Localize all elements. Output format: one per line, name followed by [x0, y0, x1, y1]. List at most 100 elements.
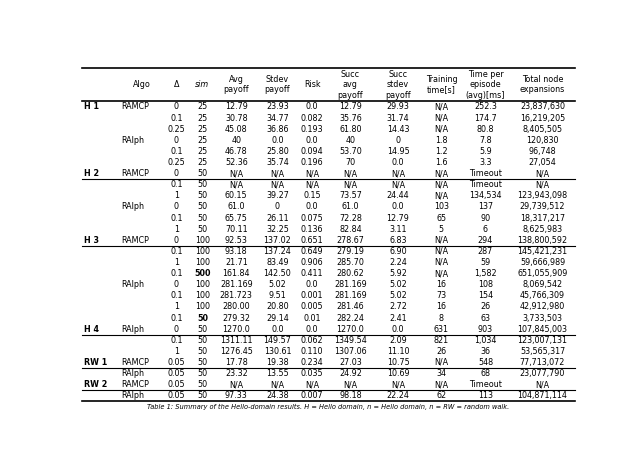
Text: 65.75: 65.75	[225, 213, 248, 223]
Text: 0.651: 0.651	[301, 236, 323, 245]
Text: H 3: H 3	[84, 236, 99, 245]
Text: 1: 1	[174, 258, 179, 267]
Text: 32.25: 32.25	[266, 225, 289, 234]
Text: H 1: H 1	[84, 102, 99, 112]
Text: 100: 100	[195, 302, 210, 312]
Text: 1,034: 1,034	[474, 336, 497, 345]
Text: 16,219,205: 16,219,205	[520, 113, 565, 123]
Text: 0.0: 0.0	[392, 202, 404, 212]
Text: RAlph: RAlph	[121, 136, 144, 145]
Text: 0.1: 0.1	[170, 213, 182, 223]
Text: 27,054: 27,054	[529, 158, 556, 167]
Text: 61.0: 61.0	[342, 202, 359, 212]
Text: 96,748: 96,748	[529, 147, 556, 156]
Text: 0.1: 0.1	[170, 313, 182, 323]
Text: 80.8: 80.8	[477, 125, 494, 134]
Text: 0: 0	[174, 136, 179, 145]
Text: 1: 1	[174, 225, 179, 234]
Text: Succ
avg
payoff: Succ avg payoff	[337, 70, 364, 100]
Text: 0.1: 0.1	[170, 336, 182, 345]
Text: 50: 50	[197, 325, 207, 334]
Text: 8,625,983: 8,625,983	[522, 225, 563, 234]
Text: 98.18: 98.18	[339, 391, 362, 400]
Text: 0: 0	[275, 202, 280, 212]
Text: 92.53: 92.53	[225, 236, 248, 245]
Text: 50: 50	[197, 369, 207, 378]
Text: Stdev
payoff: Stdev payoff	[265, 75, 291, 94]
Text: 73: 73	[436, 291, 447, 300]
Text: 60.15: 60.15	[225, 191, 248, 200]
Text: 35.76: 35.76	[339, 113, 362, 123]
Text: Timeout: Timeout	[469, 180, 502, 189]
Text: 83.49: 83.49	[266, 258, 289, 267]
Text: 5.02: 5.02	[389, 280, 407, 289]
Text: 25: 25	[197, 113, 207, 123]
Text: 0.007: 0.007	[301, 391, 323, 400]
Text: RW 1: RW 1	[84, 358, 108, 367]
Text: 0: 0	[396, 136, 401, 145]
Text: 29.14: 29.14	[266, 313, 289, 323]
Text: RAMCP: RAMCP	[121, 380, 149, 389]
Text: H 4: H 4	[84, 325, 99, 334]
Text: 10.75: 10.75	[387, 358, 410, 367]
Text: 50: 50	[197, 213, 207, 223]
Text: 0.0: 0.0	[392, 325, 404, 334]
Text: N/A: N/A	[343, 180, 358, 189]
Text: 20.80: 20.80	[266, 302, 289, 312]
Text: Training
time[s]: Training time[s]	[426, 75, 457, 94]
Text: 1307.06: 1307.06	[334, 347, 367, 356]
Text: 25: 25	[197, 136, 207, 145]
Text: RAMCP: RAMCP	[121, 236, 149, 245]
Text: 123,943,098: 123,943,098	[518, 191, 568, 200]
Text: 6.83: 6.83	[389, 236, 407, 245]
Text: N/A: N/A	[229, 169, 243, 178]
Text: 14.43: 14.43	[387, 125, 410, 134]
Text: 0.25: 0.25	[168, 125, 185, 134]
Text: 252.3: 252.3	[474, 102, 497, 112]
Text: 0.082: 0.082	[301, 113, 323, 123]
Text: 0.0: 0.0	[306, 202, 318, 212]
Text: 1311.11: 1311.11	[220, 336, 253, 345]
Text: N/A: N/A	[435, 102, 449, 112]
Text: 6: 6	[483, 225, 488, 234]
Text: RAlph: RAlph	[121, 325, 144, 334]
Text: 0: 0	[174, 202, 179, 212]
Text: 548: 548	[478, 358, 493, 367]
Text: 26: 26	[481, 302, 490, 312]
Text: 19.38: 19.38	[266, 358, 289, 367]
Text: N/A: N/A	[435, 258, 449, 267]
Text: 50: 50	[197, 313, 208, 323]
Text: 13.55: 13.55	[266, 369, 289, 378]
Text: 281.169: 281.169	[220, 280, 253, 289]
Text: 100: 100	[195, 280, 210, 289]
Text: 0: 0	[174, 102, 179, 112]
Text: 62: 62	[436, 391, 447, 400]
Text: 279.32: 279.32	[222, 313, 250, 323]
Text: 29.93: 29.93	[387, 102, 410, 112]
Text: 18,317,217: 18,317,217	[520, 213, 565, 223]
Text: N/A: N/A	[435, 269, 449, 278]
Text: Time per
episode
(avg)[ms]: Time per episode (avg)[ms]	[466, 70, 505, 100]
Text: Algo: Algo	[132, 80, 150, 89]
Text: 287: 287	[478, 247, 493, 256]
Text: 1: 1	[174, 347, 179, 356]
Text: 1.2: 1.2	[435, 147, 448, 156]
Text: 70.11: 70.11	[225, 225, 248, 234]
Text: 142.50: 142.50	[264, 269, 291, 278]
Text: 0.110: 0.110	[301, 347, 323, 356]
Text: 24.44: 24.44	[387, 191, 410, 200]
Text: 50: 50	[197, 380, 207, 389]
Text: 0.0: 0.0	[306, 325, 318, 334]
Text: 12.79: 12.79	[225, 102, 248, 112]
Text: 1: 1	[174, 302, 179, 312]
Text: 50: 50	[197, 347, 207, 356]
Text: 123,007,131: 123,007,131	[518, 336, 568, 345]
Text: 1270.0: 1270.0	[223, 325, 250, 334]
Text: 103: 103	[434, 202, 449, 212]
Text: 278.67: 278.67	[337, 236, 364, 245]
Text: 26: 26	[436, 347, 447, 356]
Text: 154: 154	[478, 291, 493, 300]
Text: 0.1: 0.1	[170, 147, 182, 156]
Text: 0.906: 0.906	[301, 258, 323, 267]
Text: RAlph: RAlph	[121, 391, 144, 400]
